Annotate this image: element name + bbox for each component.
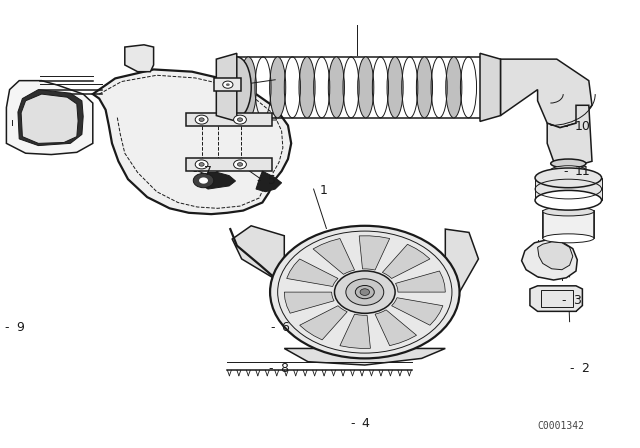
Polygon shape [382,244,430,279]
Polygon shape [392,298,443,325]
Ellipse shape [550,159,586,168]
Text: -: - [192,164,196,178]
Circle shape [193,173,214,188]
Ellipse shape [543,207,594,216]
Polygon shape [359,236,390,270]
Polygon shape [93,69,291,214]
Text: -: - [563,120,568,133]
Polygon shape [200,172,236,189]
Polygon shape [445,229,479,299]
Text: -: - [350,417,355,430]
Polygon shape [300,306,348,340]
Text: 3: 3 [573,293,580,307]
Text: -: - [4,321,9,335]
Text: 8: 8 [280,362,288,375]
Polygon shape [21,94,78,143]
Polygon shape [535,178,602,200]
Polygon shape [125,45,154,72]
Text: 10: 10 [575,120,591,133]
Circle shape [234,160,246,169]
Ellipse shape [445,57,462,118]
Polygon shape [216,53,237,121]
Circle shape [223,81,233,88]
Text: 11: 11 [575,164,591,178]
Polygon shape [287,259,338,286]
Ellipse shape [328,57,344,118]
Ellipse shape [535,190,602,210]
Polygon shape [232,226,284,279]
Text: -: - [270,321,275,335]
Polygon shape [256,171,282,192]
Ellipse shape [550,166,586,175]
Text: -: - [563,164,568,178]
Circle shape [270,226,460,358]
Circle shape [199,163,204,166]
Polygon shape [284,349,445,365]
Circle shape [335,271,395,313]
Circle shape [195,115,208,124]
Text: 5: 5 [268,173,275,187]
Text: -: - [570,362,574,375]
Polygon shape [340,314,371,349]
Text: 7: 7 [204,164,211,178]
Polygon shape [284,292,334,313]
Circle shape [199,118,204,121]
Polygon shape [396,271,445,292]
Ellipse shape [269,57,285,118]
Polygon shape [530,286,582,311]
FancyBboxPatch shape [214,78,241,91]
Polygon shape [186,113,272,126]
Text: 6: 6 [282,321,289,335]
Polygon shape [6,81,93,155]
Text: -: - [561,293,566,307]
Ellipse shape [240,57,257,118]
Circle shape [226,83,230,86]
Circle shape [360,289,369,295]
Polygon shape [538,242,573,270]
Circle shape [234,115,246,124]
Text: C0001342: C0001342 [538,421,584,431]
Ellipse shape [223,57,252,118]
Ellipse shape [299,57,315,118]
Circle shape [346,279,384,306]
Ellipse shape [417,57,433,118]
Polygon shape [313,238,355,274]
Circle shape [355,285,374,299]
Circle shape [199,177,208,184]
Polygon shape [500,59,592,128]
Text: 9: 9 [16,321,24,335]
Polygon shape [186,158,272,171]
Circle shape [195,160,208,169]
Text: -: - [256,173,260,187]
Ellipse shape [543,234,594,243]
Ellipse shape [358,57,374,118]
Text: 2: 2 [581,362,589,375]
Polygon shape [375,310,417,346]
Polygon shape [18,90,83,146]
Polygon shape [543,211,594,238]
Circle shape [237,163,243,166]
Text: -: - [269,362,273,375]
Polygon shape [547,105,592,166]
Ellipse shape [387,57,403,118]
Text: 4: 4 [362,417,369,430]
Text: 1: 1 [320,184,328,197]
Polygon shape [480,53,500,121]
Ellipse shape [535,168,602,188]
Circle shape [237,118,243,121]
Polygon shape [522,240,577,280]
